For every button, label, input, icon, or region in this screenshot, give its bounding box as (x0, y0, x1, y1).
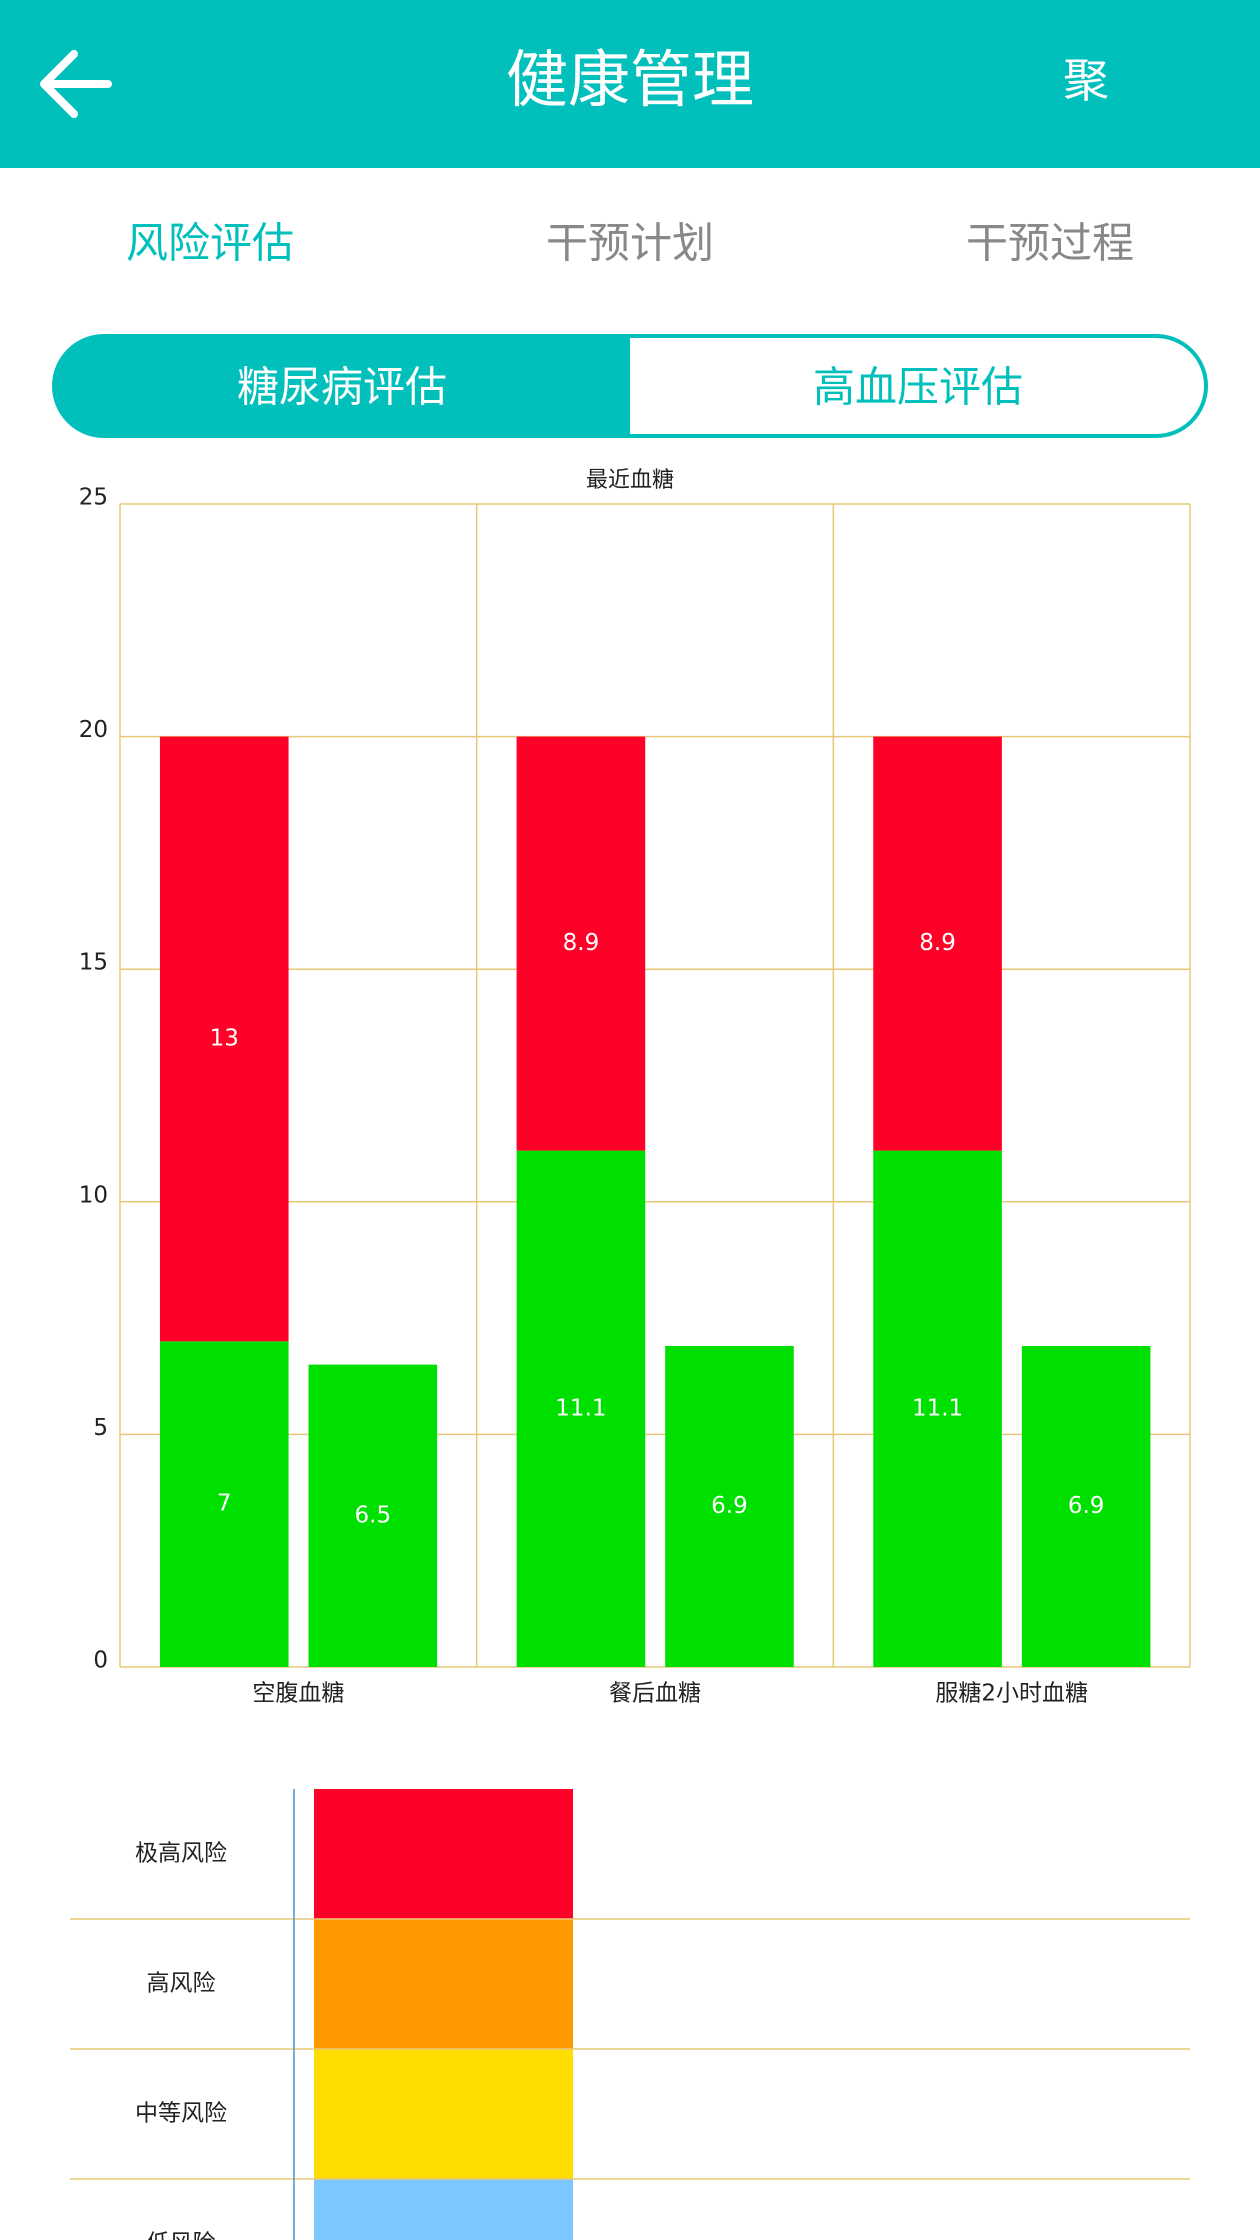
back-button[interactable] (40, 50, 112, 118)
risk-swatch (314, 1789, 573, 1919)
data-label: 11.1 (912, 1395, 963, 1421)
data-label: 8.9 (919, 930, 956, 956)
segment-active[interactable] (54, 336, 630, 436)
bar-segment (665, 1346, 794, 1667)
risk-swatch (314, 2049, 573, 2179)
bar-segment (1021, 1346, 1151, 1667)
x-tick-label: 空腹血糖 (252, 1681, 344, 1707)
segment-label[interactable]: 糖尿病评估 (237, 363, 447, 412)
risk-label: 极高风险 (135, 1841, 227, 1867)
bar-segment (873, 736, 1002, 1151)
bar-segment (516, 1150, 646, 1667)
bar-segment (308, 1364, 438, 1667)
risk-label: 低风险 (147, 2231, 216, 2240)
risk-label: 中等风险 (135, 2101, 227, 2127)
tab[interactable]: 干预过程 (966, 219, 1134, 268)
y-tick-label: 25 (79, 485, 108, 511)
bar-segment (516, 736, 646, 1151)
y-tick-label: 10 (79, 1182, 108, 1208)
x-tick-label: 服糖2小时血糖 (935, 1681, 1088, 1707)
data-label: 7 (217, 1491, 232, 1517)
tab[interactable]: 干预计划 (546, 219, 714, 268)
data-label: 6.9 (711, 1493, 748, 1519)
risk-label: 高风险 (147, 1971, 216, 1997)
x-tick-label: 餐后血糖 (609, 1681, 701, 1707)
bar-segment (159, 736, 289, 1342)
bar-segment (159, 1341, 289, 1667)
data-label: 11.1 (555, 1395, 606, 1421)
data-label: 6.9 (1068, 1493, 1105, 1519)
risk-swatch (314, 2179, 573, 2240)
y-tick-label: 0 (93, 1648, 108, 1674)
chart: 0 5 10 15 20 25 空腹血糖 7 13 6.5 餐后血糖 11.1 8.9 6.9 服糖2小时血… (79, 485, 1191, 1707)
tab[interactable]: 风险评估 (126, 219, 294, 268)
bar-segment (873, 1150, 1002, 1667)
data-label: 6.5 (355, 1502, 392, 1528)
risk-legend: 极高风险高风险中等风险低风险 (70, 1789, 1190, 2240)
data-label: 13 (210, 1025, 239, 1051)
y-tick-label: 15 (79, 950, 108, 976)
risk-swatch (314, 1919, 573, 2049)
app-bar (0, 0, 1260, 168)
chart-title: 最近血糖 (586, 468, 674, 493)
data-label: 8.9 (563, 930, 600, 956)
app-title: 健康管理 (506, 43, 754, 116)
action-button[interactable]: 聚 (1063, 54, 1109, 108)
segment-label[interactable]: 高血压评估 (813, 363, 1023, 412)
y-tick-label: 20 (79, 717, 108, 743)
y-tick-label: 5 (93, 1415, 108, 1441)
